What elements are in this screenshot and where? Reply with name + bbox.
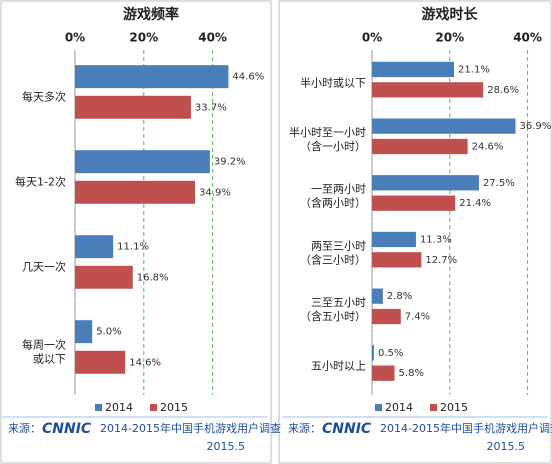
- y-tick-label: 每天多次: [22, 90, 66, 104]
- bar: [372, 195, 456, 211]
- bar: [75, 320, 93, 344]
- legend-swatch: [150, 404, 157, 411]
- value-label: 16.8%: [137, 272, 169, 283]
- y-tick-label: 半小时或以下: [300, 75, 366, 89]
- value-label: 7.4%: [405, 312, 430, 323]
- bar: [75, 350, 126, 374]
- value-label: 27.5%: [483, 178, 515, 189]
- footer-prefix: 来源：: [288, 421, 321, 435]
- bar: [75, 150, 210, 174]
- y-tick-label: 三至五小时（含五小时）: [300, 296, 366, 323]
- bar: [75, 65, 229, 89]
- bar: [372, 82, 484, 98]
- value-label: 5.8%: [399, 368, 424, 379]
- x-tick-label: 40%: [513, 31, 542, 45]
- footer-date: 2015.5: [487, 440, 526, 453]
- y-tick-label: 半小时至一小时（含一小时）: [289, 125, 366, 153]
- bar: [372, 365, 395, 381]
- y-tick-label: 每周一次或以下: [22, 338, 66, 366]
- value-label: 0.5%: [378, 348, 403, 359]
- value-label: 14.6%: [129, 357, 161, 368]
- y-tick-label: 两至三小时（含三小时）: [300, 239, 366, 266]
- bar: [372, 175, 479, 191]
- x-tick-label: 20%: [435, 31, 464, 45]
- footer-date: 2015.5: [207, 440, 246, 453]
- y-tick-label: 一至两小时（含两小时）: [300, 183, 366, 210]
- x-tick-label: 0%: [65, 31, 85, 45]
- bar: [372, 231, 416, 248]
- value-label: 39.2%: [214, 157, 246, 168]
- value-label: 33.7%: [195, 102, 227, 113]
- bar: [372, 288, 383, 304]
- bar: [372, 308, 401, 325]
- y-tick-label: 五小时以上: [311, 360, 366, 373]
- value-label: 34.9%: [199, 187, 231, 198]
- legend-swatch: [375, 404, 382, 411]
- value-label: 28.6%: [487, 85, 519, 96]
- value-label: 5.0%: [96, 327, 121, 338]
- bar: [372, 345, 374, 361]
- bar: [75, 235, 114, 259]
- bar: [75, 265, 133, 289]
- footer-source: 2014-2015年中国手机游戏用户调查: [100, 421, 281, 435]
- bar: [372, 61, 455, 78]
- chart-title: 游戏时长: [422, 6, 479, 23]
- footer-logo: CNNIC: [42, 421, 92, 437]
- value-label: 11.1%: [117, 242, 149, 253]
- value-label: 2.8%: [387, 291, 412, 302]
- x-tick-label: 40%: [198, 31, 227, 45]
- bar: [372, 118, 516, 134]
- x-tick-label: 0%: [362, 31, 382, 45]
- value-label: 36.9%: [520, 121, 552, 132]
- footer-prefix: 来源：: [8, 421, 41, 435]
- legend-label: 2014: [385, 401, 413, 414]
- bar: [75, 180, 196, 204]
- value-label: 24.6%: [472, 142, 504, 153]
- x-tick-label: 20%: [129, 31, 158, 45]
- bar: [372, 252, 422, 268]
- bar: [372, 138, 468, 155]
- chart-title: 游戏频率: [123, 6, 179, 23]
- legend-label: 2014: [105, 401, 133, 414]
- legend-label: 2015: [440, 401, 468, 414]
- y-tick-label: 每天1-2次: [15, 175, 66, 189]
- legend-swatch: [430, 404, 437, 411]
- value-label: 12.7%: [425, 255, 457, 266]
- value-label: 44.6%: [232, 72, 264, 83]
- legend-swatch: [95, 404, 102, 411]
- value-label: 21.1%: [458, 64, 490, 75]
- footer-logo: CNNIC: [322, 421, 372, 437]
- value-label: 11.3%: [420, 234, 452, 245]
- y-tick-label: 几天一次: [22, 260, 66, 274]
- legend-label: 2015: [160, 401, 188, 414]
- footer-source: 2014-2015年中国手机游戏用户调查: [380, 421, 552, 435]
- bar: [75, 95, 191, 119]
- value-label: 21.4%: [459, 198, 491, 209]
